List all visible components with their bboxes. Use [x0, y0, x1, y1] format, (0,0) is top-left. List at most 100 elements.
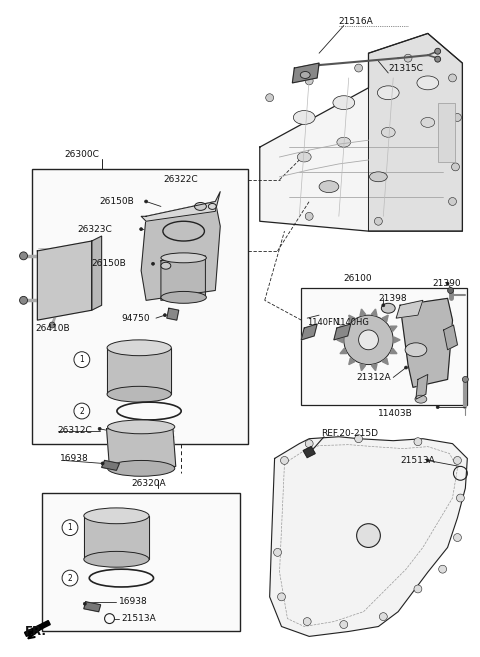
Circle shape: [414, 585, 422, 593]
Polygon shape: [349, 315, 355, 322]
Ellipse shape: [337, 137, 351, 147]
Circle shape: [447, 288, 454, 294]
Polygon shape: [372, 364, 377, 371]
Ellipse shape: [107, 386, 171, 402]
Circle shape: [74, 351, 90, 367]
Polygon shape: [340, 348, 347, 353]
Text: 11403B: 11403B: [378, 409, 413, 419]
Text: 21513A: 21513A: [121, 614, 156, 623]
Text: 2: 2: [80, 407, 84, 415]
Ellipse shape: [297, 152, 311, 162]
Ellipse shape: [370, 172, 387, 182]
Circle shape: [344, 315, 393, 365]
Text: 21315C: 21315C: [388, 64, 423, 72]
Circle shape: [84, 602, 86, 605]
Text: 21312A: 21312A: [357, 373, 391, 382]
Text: REF.20-215D: REF.20-215D: [321, 429, 378, 438]
Polygon shape: [167, 308, 179, 320]
Circle shape: [448, 74, 456, 82]
Polygon shape: [24, 621, 50, 637]
Circle shape: [448, 198, 456, 206]
Circle shape: [414, 438, 422, 445]
Text: 26312C: 26312C: [57, 426, 92, 436]
Circle shape: [62, 570, 78, 586]
Text: 94750: 94750: [121, 313, 150, 323]
Circle shape: [101, 462, 104, 465]
Text: 26322C: 26322C: [163, 175, 198, 184]
Polygon shape: [270, 437, 468, 637]
Text: 26150B: 26150B: [92, 260, 127, 268]
Text: 21398: 21398: [378, 294, 407, 303]
Polygon shape: [37, 241, 92, 320]
Text: 21516A: 21516A: [339, 17, 373, 26]
Polygon shape: [334, 324, 351, 340]
Circle shape: [144, 200, 147, 203]
Polygon shape: [92, 236, 102, 310]
Text: 1140FN: 1140FN: [307, 317, 339, 327]
Circle shape: [305, 77, 313, 85]
Circle shape: [62, 520, 78, 535]
Ellipse shape: [161, 292, 206, 304]
Text: 1140HG: 1140HG: [335, 317, 369, 327]
Circle shape: [340, 621, 348, 629]
Circle shape: [454, 457, 461, 464]
Ellipse shape: [84, 551, 149, 567]
Polygon shape: [337, 337, 343, 343]
Circle shape: [163, 313, 167, 317]
Ellipse shape: [405, 343, 427, 357]
Circle shape: [277, 593, 286, 600]
Polygon shape: [416, 374, 428, 399]
Polygon shape: [141, 202, 220, 300]
Circle shape: [305, 440, 313, 447]
Bar: [42, 493, 240, 631]
Ellipse shape: [108, 461, 175, 476]
Circle shape: [355, 435, 362, 443]
Polygon shape: [141, 192, 220, 221]
Text: 1: 1: [80, 355, 84, 364]
Polygon shape: [260, 34, 462, 231]
Circle shape: [452, 163, 459, 171]
Polygon shape: [390, 326, 397, 331]
Ellipse shape: [417, 76, 439, 90]
Bar: [438, 102, 456, 162]
Circle shape: [436, 405, 439, 409]
Polygon shape: [349, 358, 355, 365]
Text: 26300C: 26300C: [64, 150, 99, 158]
Polygon shape: [161, 256, 205, 300]
Polygon shape: [382, 315, 388, 322]
Circle shape: [20, 252, 27, 260]
Circle shape: [140, 228, 143, 231]
Ellipse shape: [108, 420, 175, 434]
Polygon shape: [340, 326, 347, 331]
Circle shape: [435, 57, 441, 62]
Circle shape: [98, 427, 101, 430]
Polygon shape: [394, 337, 400, 343]
Text: 21390: 21390: [433, 279, 461, 288]
Circle shape: [280, 457, 288, 464]
Text: 26150B: 26150B: [100, 197, 134, 206]
Circle shape: [456, 494, 464, 502]
Circle shape: [379, 613, 387, 621]
Circle shape: [303, 618, 311, 625]
Ellipse shape: [208, 204, 216, 210]
Ellipse shape: [319, 181, 339, 193]
Circle shape: [266, 94, 274, 102]
Circle shape: [74, 403, 90, 419]
Text: 26323C: 26323C: [77, 225, 112, 234]
Circle shape: [374, 217, 383, 225]
Text: 1: 1: [68, 523, 72, 532]
Text: 26320A: 26320A: [131, 479, 166, 487]
Polygon shape: [360, 309, 366, 315]
Ellipse shape: [333, 96, 355, 110]
Text: 2: 2: [68, 574, 72, 583]
Circle shape: [305, 212, 313, 220]
Ellipse shape: [421, 118, 435, 127]
Bar: [33, 169, 248, 443]
Circle shape: [405, 366, 408, 369]
Circle shape: [404, 55, 412, 62]
Bar: [301, 288, 468, 405]
Polygon shape: [107, 427, 176, 468]
Text: FR.: FR.: [24, 625, 47, 638]
Circle shape: [357, 524, 380, 547]
Ellipse shape: [381, 304, 395, 313]
